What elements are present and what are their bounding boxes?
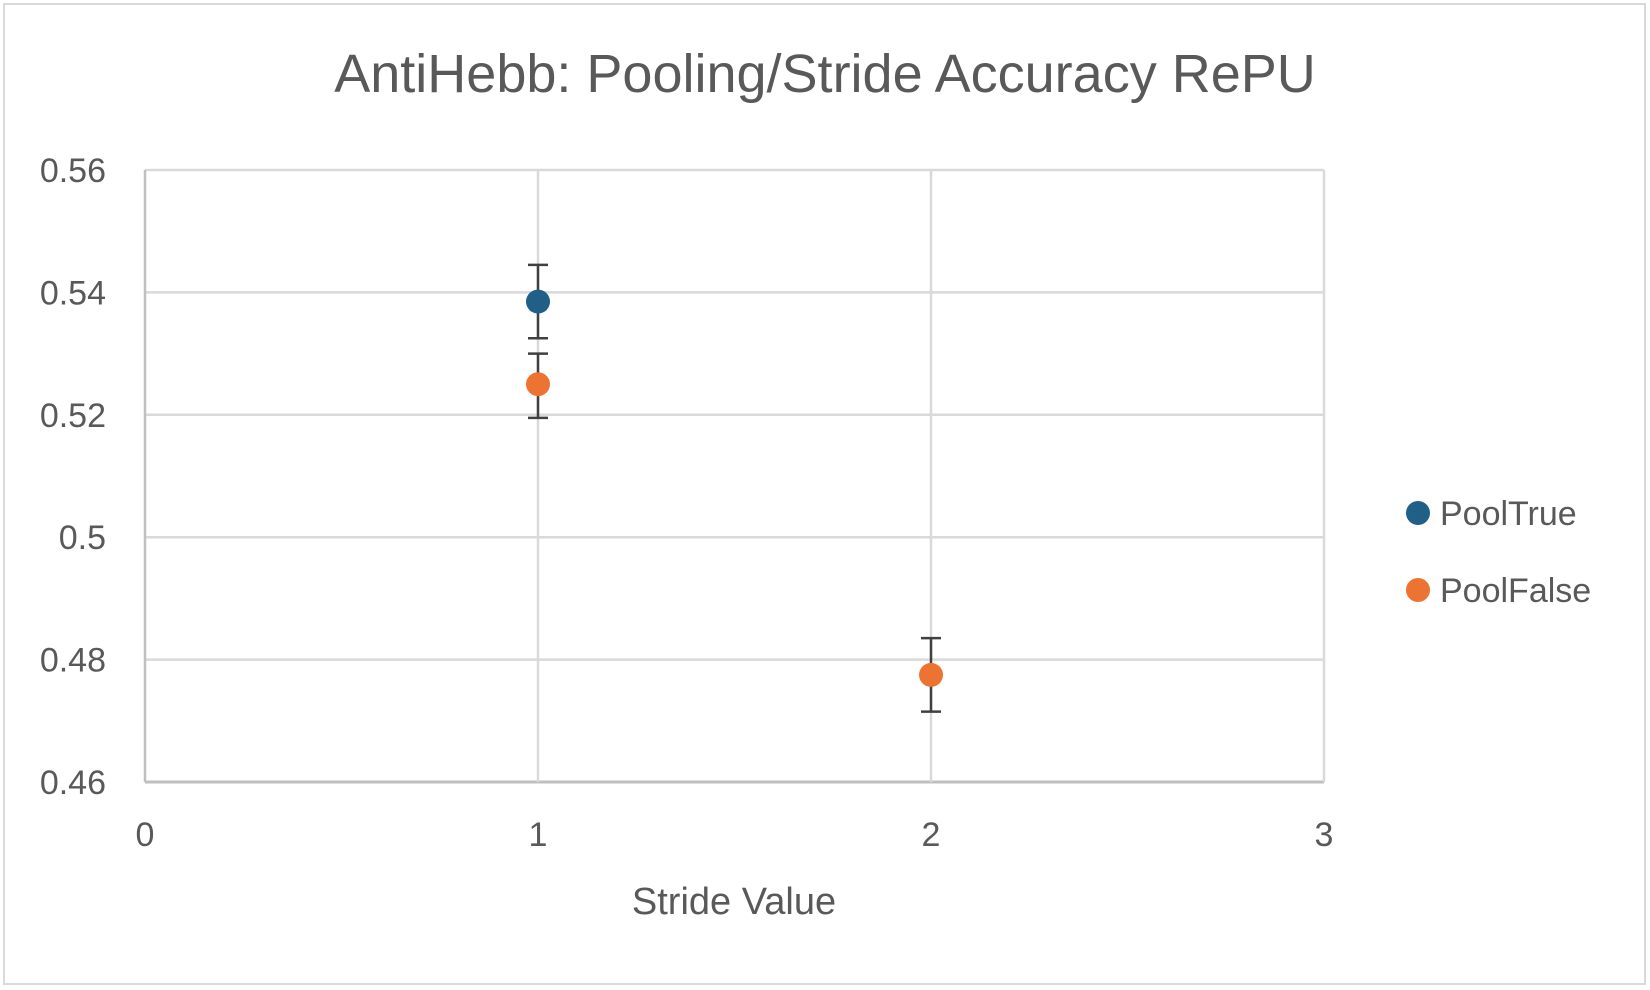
y-tick-label: 0.48 [40,642,106,680]
x-tick-label: 3 [1315,816,1334,854]
legend-label-pooltrue: PoolTrue [1440,495,1577,533]
legend-label-poolfalse: PoolFalse [1440,572,1591,610]
tick-layer: 0.46 0.48 0.5 0.52 0.54 0.56 0 1 2 3 [40,152,1334,854]
x-axis-label: Stride Value [632,881,836,923]
legend: PoolTrue PoolFalse [1406,495,1591,610]
y-tick-label: 0.54 [40,274,106,312]
series-layer [526,263,943,713]
poolfalse-point [526,372,550,397]
chart-frame [3,3,1646,985]
y-tick-label: 0.52 [40,397,106,435]
y-tick-label: 0.56 [40,152,106,190]
legend-marker-poolfalse [1406,578,1430,602]
chart-title: AntiHebb: Pooling/Stride Accuracy RePU [334,44,1316,104]
y-tick-label: 0.5 [59,519,106,557]
x-tick-label: 1 [529,816,548,854]
pooltrue-point [526,289,550,314]
grid-layer [143,168,1326,784]
poolfalse-point [919,662,943,687]
y-tick-label: 0.46 [40,764,106,802]
x-tick-label: 2 [922,816,941,854]
x-tick-label: 0 [136,816,155,854]
legend-marker-pooltrue [1406,501,1430,525]
